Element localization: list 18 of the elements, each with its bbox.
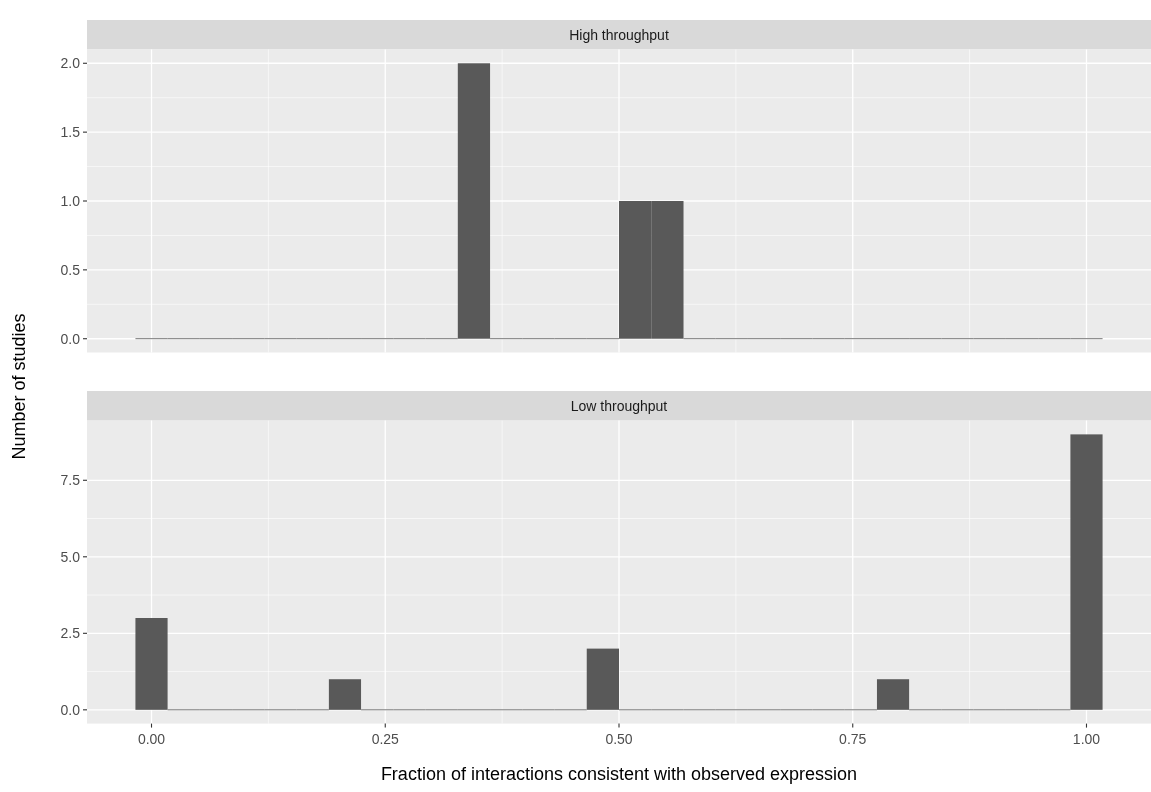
y-tick-label: 1.5 — [60, 124, 81, 141]
x-tick-label: 0.25 — [371, 730, 400, 747]
x-tick-label: 0.75 — [839, 730, 867, 747]
y-tick-label: 2.0 — [60, 55, 81, 72]
x-tick-label: 1.00 — [1072, 730, 1101, 747]
x-tick-label: 0.50 — [605, 730, 633, 747]
y-tick-label: 0.5 — [60, 261, 81, 278]
chart-title: High throughput — [569, 26, 669, 43]
x-tick-label: 0.00 — [137, 730, 166, 747]
y-tick-label: 5.0 — [60, 548, 81, 565]
y-tick-label: 0.0 — [60, 330, 81, 347]
x-axis-title: Fraction of interactions consistent with observed expression — [380, 764, 858, 784]
y-tick-label: 1.0 — [60, 192, 81, 209]
chart-title: Low throughput — [570, 397, 668, 414]
y-axis-title: Number of studies — [9, 313, 29, 460]
y-tick-label: 0.0 — [60, 701, 81, 718]
y-tick-label: 2.5 — [60, 625, 81, 642]
y-tick-label: 7.5 — [60, 472, 81, 489]
